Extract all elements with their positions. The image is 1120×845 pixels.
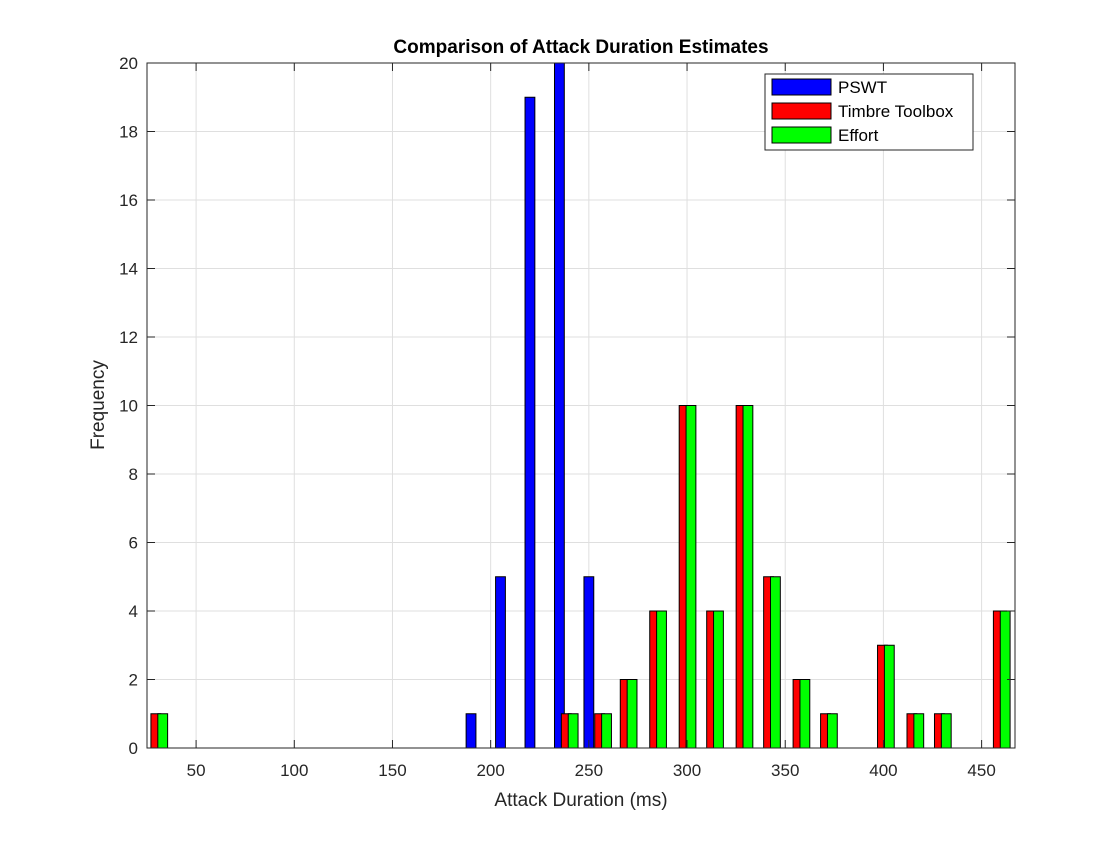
bars: [150, 62, 1011, 749]
bar-effort: [157, 713, 169, 749]
x-tick-label: 350: [771, 761, 799, 780]
bar-pswt: [465, 713, 477, 749]
y-tick-label: 10: [119, 397, 138, 416]
x-tick-label: 450: [967, 761, 995, 780]
y-tick-label: 8: [129, 465, 138, 484]
bar-pswt: [553, 62, 565, 749]
bar-effort: [913, 713, 925, 749]
bar-effort: [940, 713, 952, 749]
bar-pswt: [495, 576, 506, 749]
x-tick-label: 250: [575, 761, 603, 780]
legend-label: Effort: [838, 126, 879, 145]
x-tick-label: 50: [187, 761, 206, 780]
legend-label: PSWT: [838, 78, 887, 97]
legend-label: Timbre Toolbox: [838, 102, 954, 121]
x-tick-label: 150: [378, 761, 406, 780]
bar-effort: [799, 679, 811, 749]
y-tick-label: 14: [119, 260, 138, 279]
y-tick-label: 12: [119, 328, 138, 347]
bar-effort: [656, 610, 667, 749]
x-tick-label: 300: [673, 761, 701, 780]
y-tick-label: 18: [119, 123, 138, 142]
y-tick-label: 2: [129, 671, 138, 690]
ticks: 50 100 150 200 250 300 350 400 450 0 2 4 6 8 10 12 14 16 1…: [119, 54, 1015, 780]
bar-effort: [567, 713, 579, 749]
bar-effort: [826, 713, 838, 749]
bar-effort: [770, 576, 781, 749]
x-tick-label: 400: [869, 761, 897, 780]
bar-pswt: [583, 576, 595, 749]
x-tick-label: 100: [280, 761, 308, 780]
y-tick-label: 20: [119, 54, 138, 73]
bar-effort: [742, 405, 754, 749]
legend-swatch: [771, 102, 832, 120]
x-tick-label: 200: [476, 761, 504, 780]
bar-effort: [626, 679, 638, 749]
y-tick-label: 16: [119, 191, 138, 210]
legend-swatch: [771, 126, 832, 144]
bar-effort: [601, 713, 612, 749]
y-axis-label: Frequency: [88, 360, 109, 450]
grid: [147, 62, 1015, 749]
x-axis-label: Attack Duration (ms): [494, 790, 667, 811]
bar-effort: [685, 405, 697, 749]
legend: PSWT Timbre Toolbox Effort: [764, 73, 974, 151]
bar-pswt: [524, 96, 536, 749]
legend-swatch: [771, 78, 832, 96]
chart-title: Comparison of Attack Duration Estimates: [393, 37, 768, 58]
y-tick-label: 4: [129, 602, 138, 621]
bar-effort: [713, 610, 724, 749]
y-tick-label: 6: [129, 534, 138, 553]
bar-effort: [883, 644, 895, 749]
y-tick-label: 0: [129, 739, 138, 758]
